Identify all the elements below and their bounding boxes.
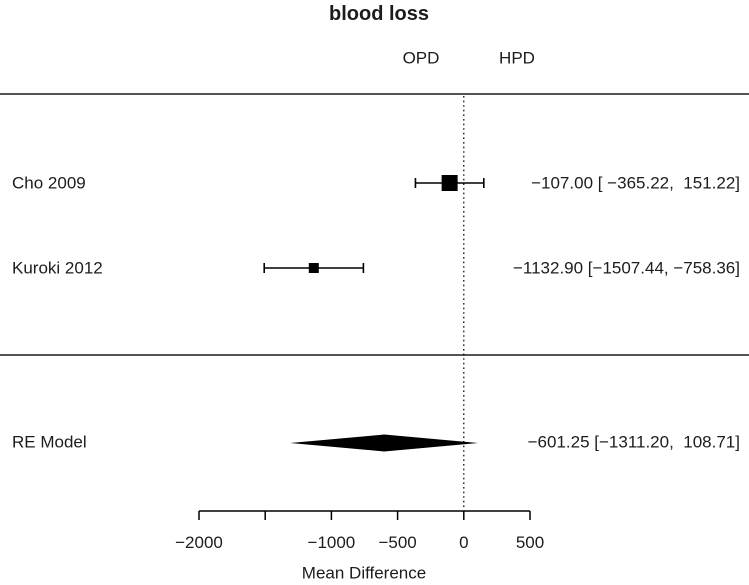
x-axis-tick-label: 500 — [516, 533, 544, 552]
x-axis-title: Mean Difference — [301, 563, 427, 583]
summary-diamond — [290, 434, 479, 452]
chart-title: blood loss — [329, 3, 429, 25]
summary-annotation: −601.25 [−1311.20, 108.71] — [527, 432, 740, 452]
study-marker — [308, 263, 319, 273]
group-header-hpd: HPD — [499, 48, 535, 68]
x-axis-tick-label: −2000 — [175, 533, 223, 552]
x-axis-tick-label: −500 — [378, 533, 416, 552]
study-annotation-cho-2009: −107.00 [ −365.22, 151.22] — [531, 173, 740, 193]
study-annotation-kuroki-2012: −1132.90 [−1507.44, −758.36] — [512, 258, 740, 278]
group-header-opd: OPD — [402, 48, 440, 68]
x-axis-tick-label: 0 — [459, 533, 468, 552]
study-marker — [441, 175, 458, 191]
study-label-kuroki-2012: Kuroki 2012 — [12, 258, 103, 278]
study-label-cho-2009: Cho 2009 — [12, 173, 86, 193]
summary-label: RE Model — [12, 432, 87, 452]
x-axis-tick-label: −1000 — [308, 533, 356, 552]
